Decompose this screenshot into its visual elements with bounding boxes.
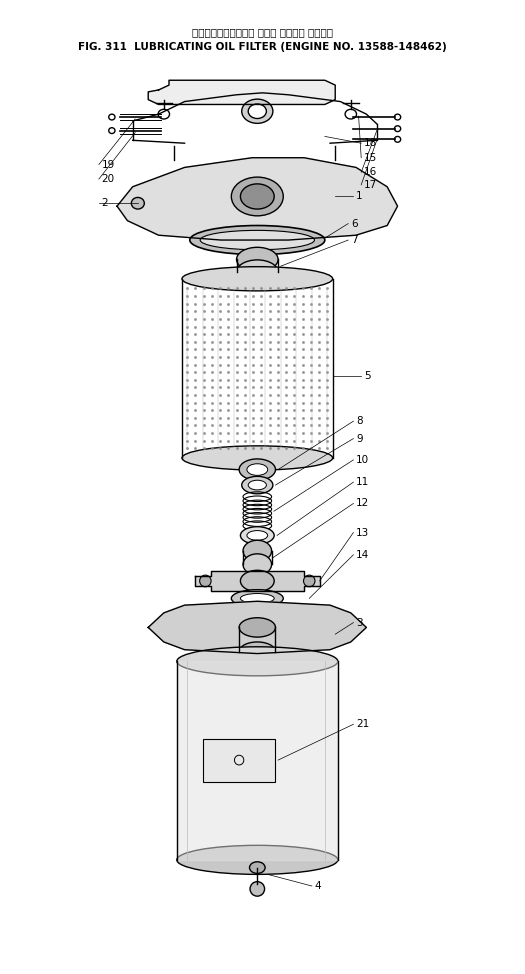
Ellipse shape (239, 618, 276, 637)
Ellipse shape (250, 881, 265, 896)
Text: FIG. 311  LUBRICATING OIL FILTER (ENGINE NO. 13588-148462): FIG. 311 LUBRICATING OIL FILTER (ENGINE … (78, 42, 447, 52)
Ellipse shape (247, 531, 268, 541)
Text: 18: 18 (364, 138, 377, 148)
Ellipse shape (242, 99, 273, 124)
Text: 9: 9 (356, 433, 363, 443)
Ellipse shape (303, 575, 315, 586)
Text: 10: 10 (356, 455, 369, 465)
Ellipse shape (177, 845, 338, 875)
Ellipse shape (240, 571, 274, 591)
Ellipse shape (200, 231, 314, 249)
Ellipse shape (240, 593, 274, 603)
Ellipse shape (182, 446, 333, 470)
Ellipse shape (200, 575, 211, 586)
Bar (203, 739, 276, 782)
Ellipse shape (177, 647, 338, 676)
Ellipse shape (240, 184, 274, 209)
Text: 17: 17 (364, 180, 377, 190)
Ellipse shape (232, 589, 284, 607)
Ellipse shape (248, 480, 266, 490)
Text: 6: 6 (351, 218, 358, 229)
Ellipse shape (237, 247, 278, 272)
Ellipse shape (239, 642, 276, 661)
Text: 13: 13 (356, 528, 369, 538)
Ellipse shape (232, 177, 284, 216)
Text: 11: 11 (356, 477, 369, 487)
Ellipse shape (249, 862, 265, 874)
Text: 19: 19 (101, 160, 115, 169)
Text: ルーブリケーティング オイル フィルタ 適用号機: ルーブリケーティング オイル フィルタ 適用号機 (192, 27, 333, 37)
Polygon shape (148, 80, 335, 104)
Ellipse shape (243, 541, 271, 562)
Text: 14: 14 (356, 549, 369, 560)
Ellipse shape (240, 527, 274, 544)
Ellipse shape (182, 267, 333, 291)
Text: 16: 16 (364, 168, 377, 177)
Polygon shape (195, 572, 320, 590)
Ellipse shape (237, 260, 278, 284)
Text: 7: 7 (351, 235, 358, 245)
Ellipse shape (239, 459, 276, 480)
Text: 4: 4 (314, 881, 321, 891)
Text: 5: 5 (364, 371, 371, 381)
Text: 1: 1 (356, 192, 363, 202)
Polygon shape (148, 601, 366, 654)
Ellipse shape (247, 464, 268, 475)
Text: 12: 12 (356, 499, 369, 508)
Polygon shape (117, 158, 397, 240)
Text: 2: 2 (101, 199, 108, 208)
Text: 8: 8 (356, 416, 363, 427)
Polygon shape (177, 661, 338, 860)
Ellipse shape (242, 476, 273, 494)
Text: 15: 15 (364, 153, 377, 163)
Ellipse shape (243, 554, 271, 575)
Ellipse shape (248, 104, 266, 119)
Ellipse shape (131, 198, 144, 209)
Text: 3: 3 (356, 618, 363, 627)
Text: 20: 20 (101, 174, 114, 184)
Ellipse shape (190, 226, 325, 254)
Text: 21: 21 (356, 719, 369, 730)
